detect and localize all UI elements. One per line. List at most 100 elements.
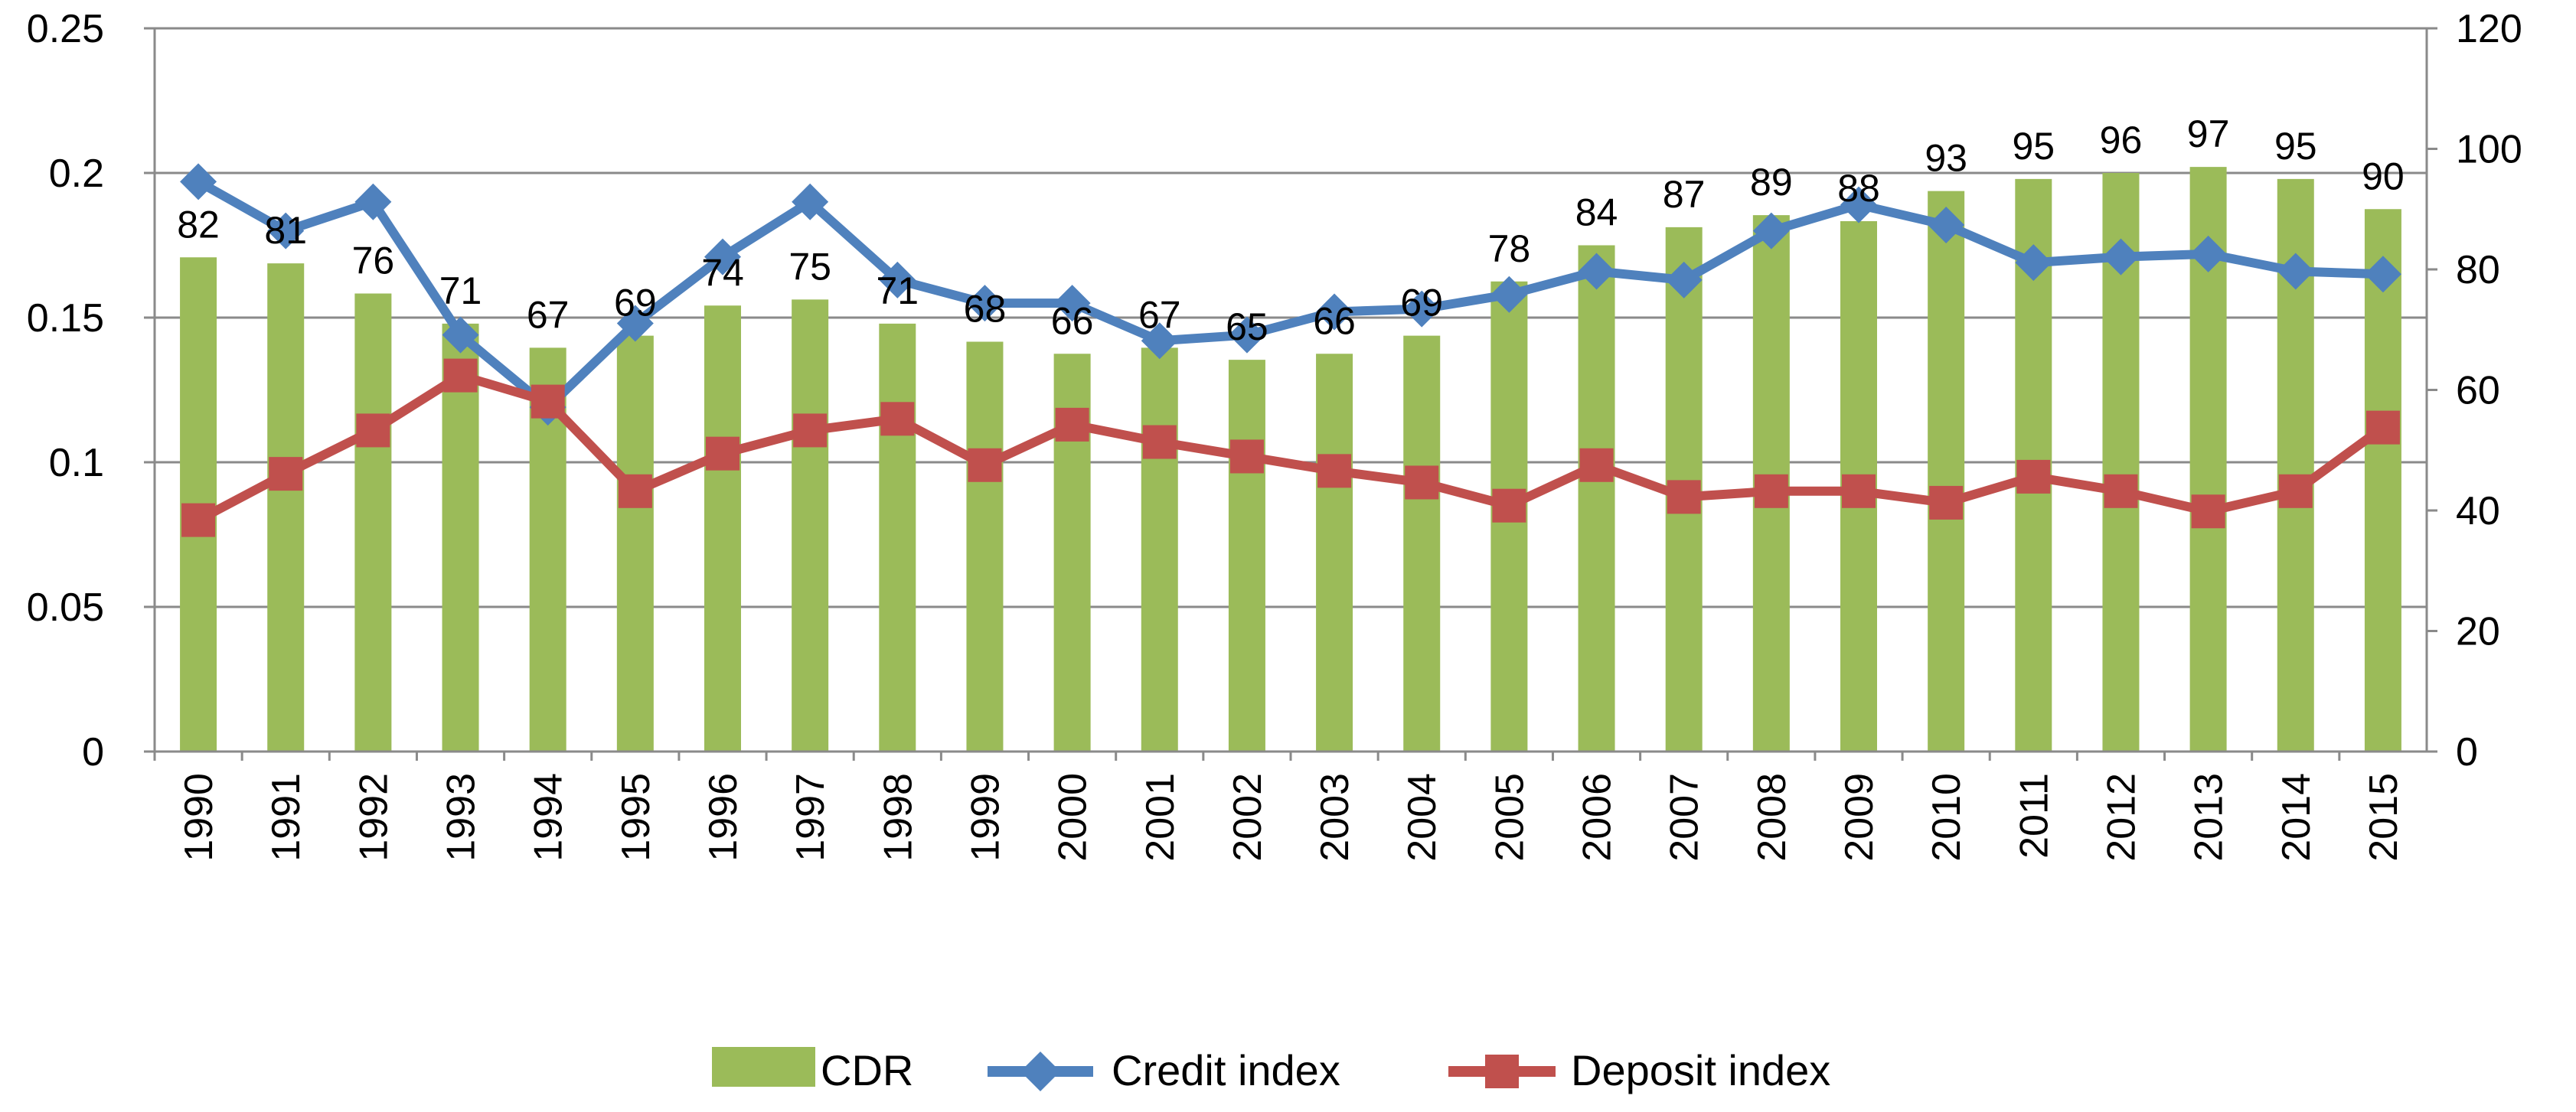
left-tick-label: 0.25 — [27, 7, 104, 51]
x-tick-label: 1995 — [614, 773, 658, 862]
credit-index-point — [1840, 186, 1877, 223]
right-tick-label: 80 — [2456, 248, 2500, 292]
x-tick-label: 2008 — [1750, 773, 1794, 862]
x-tick-label: 2009 — [1837, 773, 1882, 862]
credit-index-point — [2015, 244, 2052, 282]
deposit-index-point — [1579, 448, 1614, 482]
right-tick-label: 20 — [2456, 610, 2500, 654]
cdr-data-label: 67 — [527, 293, 570, 336]
right-y-axis: 0 20 40 60 80 100 120 — [2427, 7, 2522, 774]
deposit-index-point — [1929, 485, 1964, 520]
x-tick-label: 2013 — [2187, 773, 2232, 862]
left-y-axis: 0 0.05 0.1 0.15 0.2 0.25 — [27, 7, 155, 774]
credit-index-point — [616, 305, 654, 342]
deposit-index-point — [1754, 474, 1788, 508]
x-tick-label: 2012 — [2099, 773, 2143, 862]
x-tick-label: 2002 — [1226, 773, 1270, 862]
deposit-index-point — [1667, 480, 1701, 514]
credit-index-point — [1490, 276, 1528, 313]
x-tick-label: 1994 — [527, 773, 571, 862]
right-tick-label: 100 — [2456, 128, 2522, 172]
cdr-bar — [704, 305, 741, 752]
cdr-bar — [616, 335, 654, 752]
deposit-index-point — [2104, 474, 2138, 508]
credit-index-point — [1665, 261, 1703, 298]
x-tick-label: 2000 — [1051, 773, 1095, 862]
credit-index-point — [1053, 285, 1091, 322]
legend-label-credit: Credit index — [1112, 1046, 1340, 1094]
legend-swatch-cdr — [712, 1047, 815, 1087]
cdr-data-label: 76 — [352, 240, 395, 282]
cdr-data-label: 81 — [264, 209, 307, 252]
credit-index-point — [2277, 253, 2314, 290]
cdr-bar — [879, 323, 916, 752]
deposit-index-point — [706, 436, 739, 471]
x-tick-label: 2014 — [2274, 773, 2319, 862]
cdr-data-label: 95 — [2012, 125, 2055, 168]
x-tick-label: 1999 — [963, 773, 1007, 862]
deposit-index-point — [1317, 454, 1352, 488]
credit-index-point — [1752, 212, 1790, 249]
cdr-data-label: 97 — [2187, 113, 2230, 155]
legend: CDR Credit index Deposit index — [712, 1046, 1830, 1094]
cdr-data-label: 68 — [964, 288, 1007, 331]
x-tick-label: 1991 — [264, 773, 309, 862]
x-tick-label: 2004 — [1400, 773, 1445, 862]
legend-marker-credit — [1020, 1052, 1060, 1091]
x-tick-label: 2005 — [1487, 773, 1532, 862]
x-tick-label: 2001 — [1138, 773, 1183, 862]
x-tick-label: 2007 — [1663, 773, 1707, 862]
cdr-bar — [1141, 347, 1178, 752]
cdr-data-label: 89 — [1750, 161, 1793, 204]
x-tick-label: 2010 — [1925, 773, 1969, 862]
deposit-index-point — [356, 413, 390, 448]
deposit-index-point — [531, 384, 565, 419]
deposit-index-point — [793, 413, 828, 448]
cdr-bars — [180, 167, 2401, 752]
credit-index-point — [2189, 235, 2227, 272]
credit-index-point — [879, 261, 916, 298]
credit-index-point — [442, 316, 479, 354]
credit-index-point — [1928, 207, 1965, 244]
cdr-bar — [354, 293, 392, 752]
x-tick-label: 1996 — [701, 773, 746, 862]
deposit-index-point — [1142, 425, 1177, 459]
legend-label-deposit: Deposit index — [1571, 1046, 1830, 1094]
cdr-bar — [1316, 354, 1353, 752]
cdr-data-label: 74 — [701, 251, 744, 294]
deposit-index-point — [880, 402, 915, 436]
cdr-data-label: 65 — [1226, 305, 1268, 348]
deposit-index-point — [1229, 439, 1264, 474]
credit-index-point — [2364, 256, 2401, 293]
cdr-data-label: 67 — [1138, 293, 1181, 336]
deposit-index-point — [2016, 459, 2051, 494]
credit-index-point — [1403, 290, 1441, 328]
index-lines — [180, 163, 2401, 537]
cdr-data-label: 78 — [1488, 227, 1531, 270]
cdr-bar — [1403, 335, 1441, 752]
cdr-bar — [966, 341, 1004, 752]
credit-index-point — [704, 238, 741, 276]
x-tick-label: 1990 — [177, 773, 221, 862]
credit-index-point — [180, 163, 217, 201]
cdr-data-label: 90 — [2362, 155, 2405, 197]
x-axis: 1990 1991 1992 1993 1994 1995 1996 1997 1998 1999… — [153, 752, 2406, 862]
cdr-data-label: 87 — [1663, 173, 1706, 216]
deposit-index-line — [196, 370, 2386, 524]
deposit-index-point — [1842, 474, 1876, 508]
x-tick-label: 1998 — [876, 773, 920, 862]
x-tick-label: 1993 — [439, 773, 484, 862]
credit-index-point — [1228, 316, 1265, 354]
deposit-index-point — [2191, 494, 2225, 529]
left-tick-label: 0 — [82, 730, 104, 774]
cdr-data-label: 69 — [1400, 282, 1443, 324]
deposit-index-point — [968, 448, 1002, 482]
cdr-data-label: 95 — [2274, 125, 2317, 168]
left-tick-label: 0.2 — [49, 152, 104, 196]
deposit-index-point — [2278, 474, 2313, 508]
cdr-data-label: 71 — [439, 269, 482, 312]
deposit-index-point — [269, 457, 303, 491]
credit-index-point — [267, 212, 305, 249]
cdr-bar — [2364, 209, 2401, 752]
